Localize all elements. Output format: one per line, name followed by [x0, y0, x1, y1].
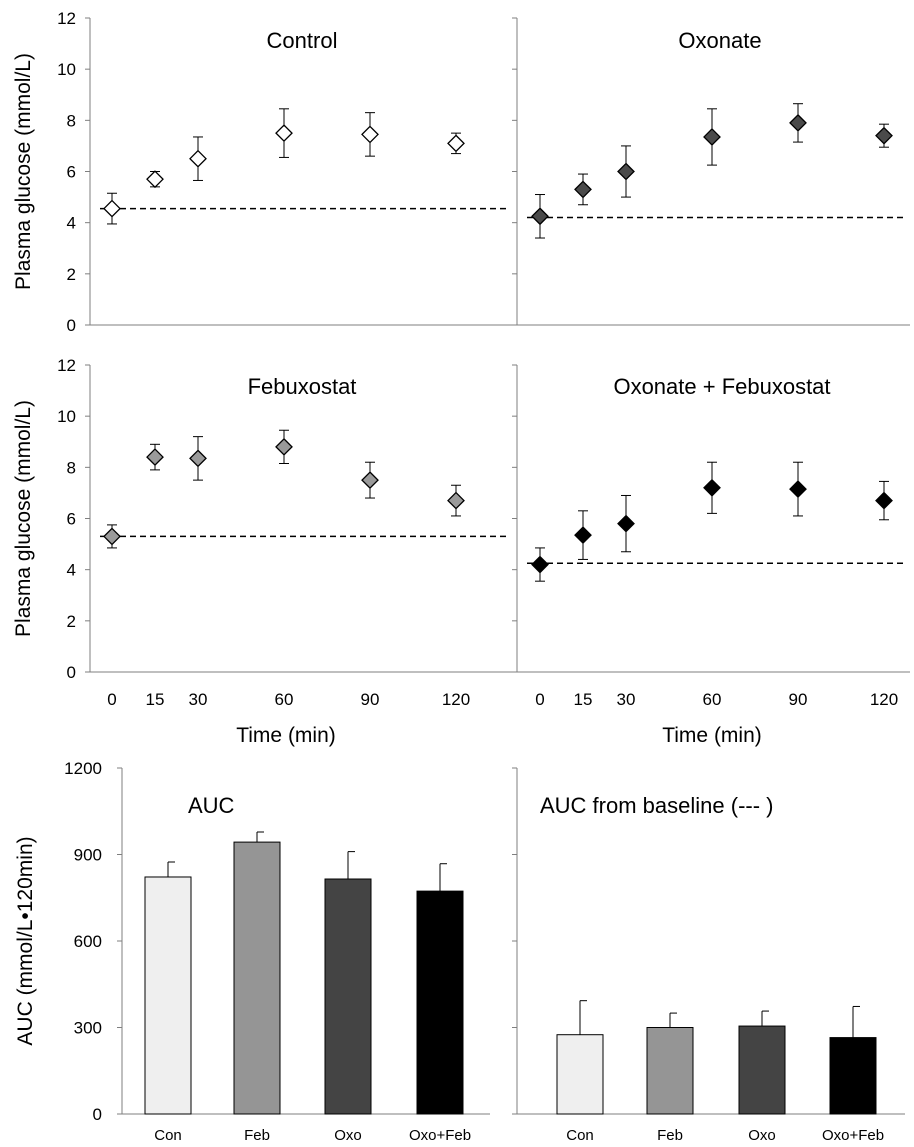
data-point: [146, 170, 164, 189]
y-tick-label: 1200: [64, 759, 102, 778]
auc-panel-2: AUC from baseline (--- ) Con Feb Oxo Oxo+Feb: [512, 767, 905, 1144]
bar: [233, 841, 281, 1115]
y-axis-title: AUC (mmol/L•120min): [14, 836, 37, 1045]
data-point: [361, 471, 379, 490]
x-tick-label: 60: [275, 690, 294, 709]
bar: [144, 876, 192, 1115]
category-label: Oxo: [334, 1127, 362, 1144]
bar: [738, 1025, 786, 1115]
panel-title: AUC: [188, 793, 235, 818]
x-tick-label: 30: [617, 690, 636, 709]
category-label: Oxo+Feb: [409, 1127, 471, 1144]
category-label: Con: [154, 1127, 182, 1144]
data-point: [275, 437, 293, 456]
data-point: [447, 491, 465, 510]
y-tick-label: 8: [67, 458, 76, 477]
y-tick-label: 2: [67, 265, 76, 284]
x-tick-label: 15: [146, 690, 165, 709]
y-tick-label: 600: [74, 932, 102, 951]
glucose-panel-2: Oxonate: [512, 17, 910, 326]
data-point: [189, 449, 207, 468]
x-tick-label: 0: [535, 690, 544, 709]
x-tick-label: 120: [442, 690, 470, 709]
y-tick-label: 8: [67, 111, 76, 130]
data-point: [875, 491, 893, 510]
x-axis-title: Time (min): [236, 724, 336, 747]
category-label: Oxo+Feb: [822, 1127, 884, 1144]
data-point: [447, 134, 465, 153]
y-tick-label: 6: [67, 163, 76, 182]
data-point: [875, 126, 893, 145]
panel-title: Febuxostat: [248, 374, 357, 399]
bar: [829, 1037, 877, 1115]
category-label: Feb: [657, 1127, 683, 1144]
bar: [646, 1027, 694, 1115]
y-tick-label: 2: [67, 612, 76, 631]
x-tick-label: 60: [703, 690, 722, 709]
x-tick-label: 15: [574, 690, 593, 709]
bar: [556, 1034, 604, 1115]
y-tick-label: 0: [67, 316, 76, 335]
data-point: [189, 149, 207, 168]
y-tick-label: 12: [57, 356, 76, 375]
y-tick-label: 0: [67, 663, 76, 682]
y-tick-label: 300: [74, 1019, 102, 1038]
y-tick-label: 4: [67, 561, 76, 580]
y-tick-label: 6: [67, 510, 76, 529]
data-point: [574, 180, 592, 199]
data-point: [617, 514, 635, 533]
bar: [324, 878, 372, 1115]
data-point: [275, 124, 293, 143]
y-tick-label: 900: [74, 846, 102, 865]
data-point: [531, 207, 549, 226]
data-point: [361, 125, 379, 144]
data-point: [789, 113, 807, 132]
y-tick-label: 12: [57, 9, 76, 28]
panel-title: Oxonate + Febuxostat: [613, 374, 830, 399]
x-tick-label: 90: [789, 690, 808, 709]
glucose-panel-4: 0 15 30 60 90 120 Time (min) Oxonate + Febuxost…: [512, 364, 910, 747]
y-tick-label: 10: [57, 60, 76, 79]
data-point: [617, 162, 635, 181]
x-tick-label: 120: [870, 690, 898, 709]
category-label: Oxo: [748, 1127, 776, 1144]
data-point: [574, 526, 592, 545]
data-point: [103, 527, 121, 546]
y-axis-title: Plasma glucose (mmol/L): [12, 53, 35, 290]
data-point: [531, 555, 549, 574]
y-tick-label: 10: [57, 407, 76, 426]
category-label: Feb: [244, 1127, 270, 1144]
x-tick-label: 0: [107, 690, 116, 709]
y-tick-label: 4: [67, 214, 76, 233]
x-tick-label: 90: [361, 690, 380, 709]
y-tick-label: 0: [93, 1105, 102, 1124]
glucose-panel-1: 0 2 4 6 8 10 12 Plasma glucose (mmol/L) Control: [12, 9, 512, 335]
panel-title: Control: [267, 28, 338, 53]
y-axis-title: Plasma glucose (mmol/L): [12, 400, 35, 637]
panel-title: AUC from baseline (--- ): [540, 793, 773, 818]
data-point: [789, 480, 807, 498]
x-tick-label: 30: [189, 690, 208, 709]
category-label: Con: [566, 1127, 594, 1144]
x-axis-title: Time (min): [662, 724, 762, 747]
data-point: [103, 199, 121, 218]
data-point: [703, 478, 721, 497]
panel-title: Oxonate: [678, 28, 761, 53]
bar: [416, 890, 464, 1115]
data-point: [146, 448, 164, 467]
auc-panel-1: 0 300 600 900 1200 AUC (mmol/L•120min) AUC Con F…: [14, 759, 490, 1144]
data-point: [703, 128, 721, 146]
